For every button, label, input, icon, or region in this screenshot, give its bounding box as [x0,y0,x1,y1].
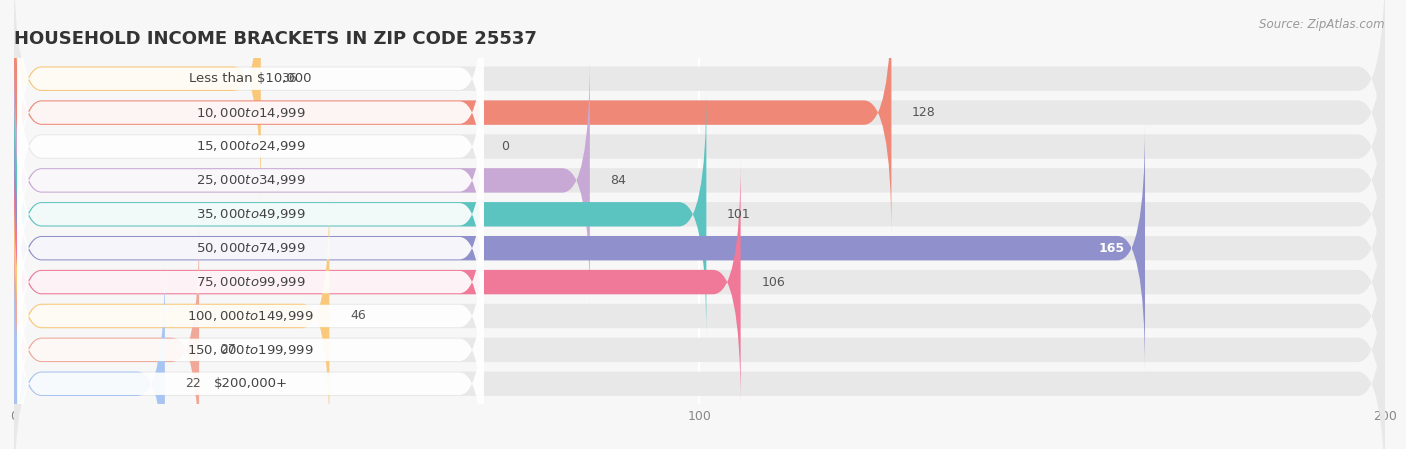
FancyBboxPatch shape [17,0,484,186]
FancyBboxPatch shape [17,175,484,390]
Text: 27: 27 [219,343,236,357]
Text: 46: 46 [350,309,366,322]
Text: $10,000 to $14,999: $10,000 to $14,999 [195,106,305,119]
FancyBboxPatch shape [14,57,591,304]
Text: $15,000 to $24,999: $15,000 to $24,999 [195,140,305,154]
Text: $100,000 to $149,999: $100,000 to $149,999 [187,309,314,323]
Text: Source: ZipAtlas.com: Source: ZipAtlas.com [1260,18,1385,31]
FancyBboxPatch shape [17,73,484,288]
Text: $200,000+: $200,000+ [214,377,288,390]
FancyBboxPatch shape [14,0,891,236]
Text: 22: 22 [186,377,201,390]
Text: 36: 36 [281,72,297,85]
Text: 84: 84 [610,174,626,187]
FancyBboxPatch shape [14,0,1385,202]
FancyBboxPatch shape [17,276,484,449]
FancyBboxPatch shape [14,226,200,449]
FancyBboxPatch shape [14,158,741,405]
FancyBboxPatch shape [17,39,484,254]
Text: Less than $10,000: Less than $10,000 [190,72,312,85]
FancyBboxPatch shape [17,5,484,220]
Text: 0: 0 [501,140,509,153]
FancyBboxPatch shape [14,57,1385,304]
FancyBboxPatch shape [14,91,1385,338]
FancyBboxPatch shape [14,193,1385,440]
FancyBboxPatch shape [17,107,484,322]
Text: HOUSEHOLD INCOME BRACKETS IN ZIP CODE 25537: HOUSEHOLD INCOME BRACKETS IN ZIP CODE 25… [14,31,537,48]
FancyBboxPatch shape [17,141,484,356]
FancyBboxPatch shape [14,260,165,449]
Text: $50,000 to $74,999: $50,000 to $74,999 [195,241,305,255]
Text: 106: 106 [761,276,785,289]
FancyBboxPatch shape [14,0,262,202]
FancyBboxPatch shape [14,91,706,338]
Text: $75,000 to $99,999: $75,000 to $99,999 [195,275,305,289]
FancyBboxPatch shape [14,193,329,440]
Text: 165: 165 [1098,242,1125,255]
FancyBboxPatch shape [14,0,1385,236]
FancyBboxPatch shape [14,226,1385,449]
FancyBboxPatch shape [14,125,1144,372]
FancyBboxPatch shape [14,23,1385,270]
Text: $25,000 to $34,999: $25,000 to $34,999 [195,173,305,187]
Text: 101: 101 [727,208,751,221]
FancyBboxPatch shape [17,208,484,423]
Text: 128: 128 [912,106,936,119]
Text: $150,000 to $199,999: $150,000 to $199,999 [187,343,314,357]
FancyBboxPatch shape [14,260,1385,449]
FancyBboxPatch shape [14,125,1385,372]
FancyBboxPatch shape [17,242,484,449]
Text: $35,000 to $49,999: $35,000 to $49,999 [195,207,305,221]
FancyBboxPatch shape [14,158,1385,405]
